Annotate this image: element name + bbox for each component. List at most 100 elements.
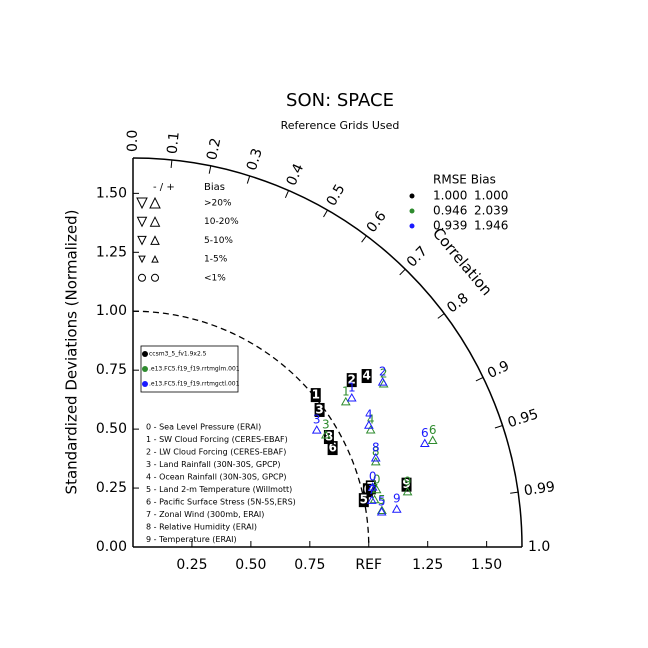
point-box (346, 373, 357, 388)
point-label: 0 (373, 472, 381, 486)
data-point: 7 (366, 483, 377, 504)
corr-tick-label: 0.2 (204, 137, 224, 162)
point-label: 4 (367, 413, 375, 427)
stats-dot (409, 193, 415, 199)
bias-sign: - / + (153, 182, 175, 193)
data-point: 3 (311, 413, 322, 434)
x-tick-label: 1.25 (412, 557, 443, 573)
data-point: 0 (371, 472, 382, 494)
point-label: 4 (365, 408, 373, 422)
point-box (310, 388, 321, 403)
ref-arc (132, 310, 370, 548)
corr-tick-label: 0.7 (404, 243, 431, 270)
stats-bias: 1.000 (474, 189, 508, 203)
corr-tick-label: 0.99 (523, 479, 556, 499)
corr-tick (475, 376, 484, 382)
bias-symbol (136, 216, 148, 228)
stats-dot (409, 208, 415, 214)
bias-symbol (138, 273, 146, 282)
data-point: 5 (358, 493, 369, 508)
data-point: 6 (327, 441, 338, 456)
point-label: 9 (393, 492, 401, 506)
legend-label: .e13.FC5.f19_f19.rrtmgctl.001 (149, 381, 240, 388)
data-point: 2 (346, 373, 357, 388)
data-point: 9 (401, 477, 412, 492)
data-point: 1 (346, 381, 357, 402)
bias-marker (419, 438, 430, 448)
bias-marker (376, 506, 387, 516)
bias-level: <1% (204, 273, 226, 283)
variable-label: 1 - SW Cloud Forcing (CERES-EBAF) (146, 435, 288, 444)
bias-title: Bias (204, 182, 225, 193)
bias-marker (311, 425, 322, 434)
bias-symbol (151, 254, 159, 263)
bias-marker (427, 435, 438, 444)
corr-tick-label: 0.0 (125, 130, 141, 152)
y-tick-label: 0.75 (96, 362, 127, 378)
bias-symbol (137, 235, 147, 246)
point-label: 5 (360, 493, 368, 507)
variable-label: 7 - Zonal Wind (300mb, ERAI) (146, 510, 264, 519)
y-tick-label: 0.50 (96, 421, 127, 437)
data-point: 9 (391, 492, 402, 513)
data-point: 4 (365, 413, 376, 434)
point-box (327, 441, 338, 456)
point-label: 4 (362, 369, 370, 383)
corr-tick-label: 0.5 (324, 182, 349, 209)
corr-tick-label: 0.4 (284, 161, 308, 188)
data-point: 7 (369, 482, 380, 504)
chart-title: SON: SPACE (286, 90, 394, 111)
point-label: 9 (402, 477, 410, 491)
corr-tick (361, 235, 367, 243)
bias-marker (364, 420, 374, 429)
corr-tick-label: 0.9 (485, 358, 512, 382)
data-point: 5 (377, 493, 387, 515)
point-box (358, 493, 369, 508)
y-tick-label: 0.00 (96, 539, 127, 555)
bias-level: 10-20% (204, 217, 239, 227)
variable-label: 3 - Land Rainfall (30N-30S, GPCP) (146, 460, 280, 469)
bias-marker (366, 495, 377, 504)
bias-marker (377, 505, 387, 515)
stats-bias: 1.946 (474, 219, 508, 233)
x-tick-label: REF (355, 557, 382, 573)
point-label: 1 (342, 384, 350, 398)
x-tick-label: 0.50 (235, 557, 266, 573)
point-label: 8 (372, 441, 380, 455)
corr-tick (284, 190, 290, 199)
point-label: 3 (313, 413, 321, 427)
legend-box (140, 345, 239, 393)
legend-dot (142, 351, 148, 357)
corr-tick (208, 165, 212, 174)
point-label: 6 (429, 423, 437, 437)
variable-label: 2 - LW Cloud Forcing (CERES-EBAF) (146, 448, 286, 457)
corr-tick (494, 425, 503, 429)
variable-label: 4 - Ocean Rainfall (30N-30S, GPCP) (146, 473, 287, 482)
corr-tick-label: 0.1 (165, 131, 183, 155)
corr-tick (510, 491, 519, 494)
bias-marker (367, 482, 378, 491)
variable-label: 0 - Sea Level Pressure (ERAI) (146, 423, 261, 432)
data-point: 1 (310, 388, 321, 403)
bias-level: 1-5% (204, 255, 228, 265)
corr-tick-label: 0.6 (364, 208, 390, 235)
data-point: 6 (419, 426, 430, 448)
point-label: 5 (378, 493, 386, 507)
bias-symbol (151, 273, 159, 282)
point-label: 9 (404, 474, 412, 488)
point-label: 3 (322, 417, 330, 431)
corr-tick-label: 0.95 (506, 406, 541, 431)
bias-marker (391, 504, 402, 513)
bias-marker (370, 453, 381, 462)
bias-symbol (149, 196, 161, 209)
data-point: 0 (367, 470, 378, 491)
bias-marker (402, 486, 413, 496)
point-box (314, 402, 325, 417)
point-box (361, 369, 372, 384)
point-label: 7 (368, 483, 376, 497)
bias-level: 5-10% (204, 236, 233, 246)
bias-level: >20% (204, 199, 232, 209)
chart-subtitle: Reference Grids Used (281, 119, 400, 132)
data-point: 6 (427, 423, 438, 444)
variable-label: 8 - Relative Humidity (ERAI) (146, 523, 257, 532)
